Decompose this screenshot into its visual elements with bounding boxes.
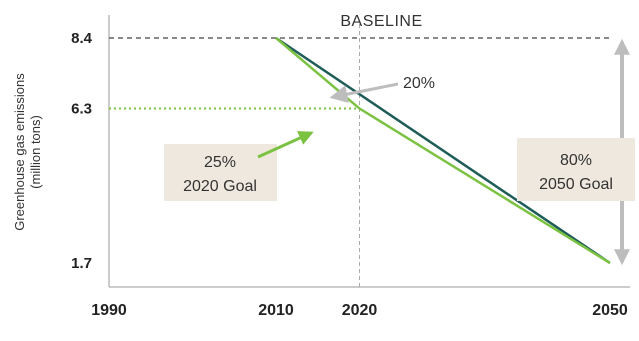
goal-2020-percent: 25% (204, 154, 236, 171)
x-tick-label: 2010 (258, 302, 294, 319)
y-axis-label: Greenhouse gas emissions (12, 73, 27, 231)
y-tick-label: 1.7 (71, 255, 92, 272)
baseline-label: BASELINE (340, 13, 422, 30)
goal-2050-label: 2050 Goal (539, 176, 613, 193)
goal-2020-label: 2020 Goal (183, 178, 257, 195)
series-dark-line (275, 36, 611, 265)
series-green-line (275, 37, 611, 265)
reduction-2020-label: 20% (403, 75, 435, 92)
goal-2020-box (164, 144, 277, 201)
y-axis-unit-label: (million tons) (28, 115, 43, 189)
x-tick-label: 2050 (592, 302, 628, 319)
y-tick-label: 6.3 (71, 101, 92, 118)
x-tick-label: 2020 (342, 302, 378, 319)
reduction-arrow (329, 82, 399, 104)
y-axis-label-group: Greenhouse gas emissions (million tons) (12, 73, 43, 231)
y-tick-label: 8.4 (71, 30, 93, 47)
goal-2050-percent: 80% (560, 152, 592, 169)
x-tick-label: 1990 (91, 302, 127, 319)
goal-2050-box (517, 138, 635, 201)
goal-2020-arrow (257, 131, 314, 159)
